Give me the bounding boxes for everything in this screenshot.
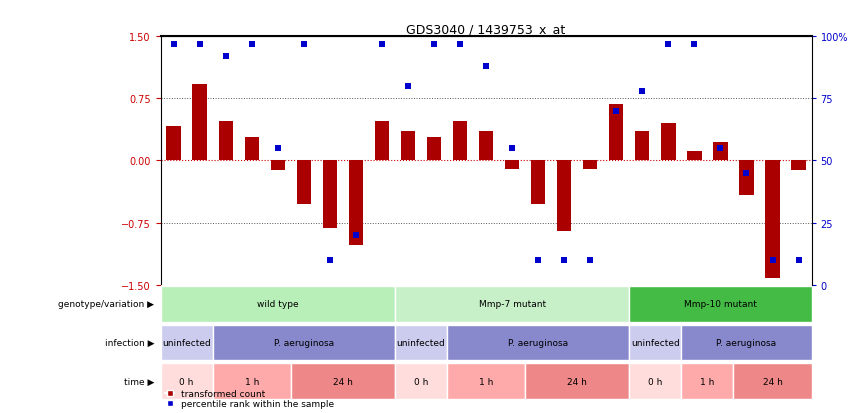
Text: 0 h: 0 h: [414, 377, 428, 386]
Text: uninfected: uninfected: [162, 338, 211, 347]
Bar: [161, 325, 213, 361]
Bar: [687, 151, 701, 161]
Bar: [733, 363, 812, 399]
Point: [740, 170, 753, 177]
Bar: [505, 161, 519, 169]
Point: [583, 257, 597, 263]
Text: genotype/variation ▶: genotype/variation ▶: [58, 300, 155, 309]
Point: [375, 41, 389, 48]
Point: [479, 64, 493, 70]
Point: [167, 41, 181, 48]
Legend: transformed count, percentile rank within the sample: transformed count, percentile rank withi…: [165, 389, 334, 408]
Bar: [453, 121, 467, 161]
Bar: [213, 325, 395, 361]
Text: 0 h: 0 h: [648, 377, 662, 386]
Text: P. aeruginosa: P. aeruginosa: [273, 338, 334, 347]
Bar: [161, 363, 213, 399]
Bar: [297, 161, 311, 204]
Text: 24 h: 24 h: [333, 377, 352, 386]
Bar: [629, 287, 812, 322]
Point: [687, 41, 701, 48]
Bar: [447, 363, 525, 399]
Text: Mmp-10 mutant: Mmp-10 mutant: [684, 300, 757, 309]
Bar: [792, 161, 806, 171]
Point: [505, 145, 519, 152]
Point: [271, 145, 285, 152]
Text: infection ▶: infection ▶: [104, 338, 155, 347]
Bar: [401, 132, 415, 161]
Text: 1 h: 1 h: [245, 377, 259, 386]
Text: P. aeruginosa: P. aeruginosa: [716, 338, 777, 347]
Bar: [557, 161, 571, 231]
Bar: [161, 287, 395, 322]
Bar: [661, 124, 675, 161]
Text: P. aeruginosa: P. aeruginosa: [508, 338, 569, 347]
Point: [609, 108, 623, 115]
Bar: [213, 363, 291, 399]
Text: wild type: wild type: [257, 300, 299, 309]
Text: 0 h: 0 h: [180, 377, 194, 386]
Point: [766, 257, 779, 263]
Text: 24 h: 24 h: [568, 377, 587, 386]
Bar: [681, 325, 812, 361]
Point: [713, 145, 727, 152]
Bar: [395, 363, 447, 399]
Bar: [245, 138, 259, 161]
Bar: [525, 363, 629, 399]
Point: [193, 41, 207, 48]
Point: [792, 257, 806, 263]
Point: [401, 83, 415, 90]
Bar: [713, 143, 727, 161]
Bar: [291, 363, 395, 399]
Bar: [681, 363, 733, 399]
Bar: [447, 325, 629, 361]
Bar: [740, 161, 753, 196]
Bar: [635, 132, 649, 161]
Point: [635, 88, 649, 95]
Bar: [427, 138, 441, 161]
Bar: [531, 161, 545, 204]
Text: Mmp-7 mutant: Mmp-7 mutant: [478, 300, 546, 309]
Bar: [629, 363, 681, 399]
Point: [557, 257, 571, 263]
Bar: [766, 161, 779, 278]
Point: [453, 41, 467, 48]
Bar: [271, 161, 285, 171]
Point: [323, 257, 337, 263]
Bar: [375, 121, 389, 161]
Point: [349, 232, 363, 239]
Bar: [219, 121, 233, 161]
Text: 1 h: 1 h: [479, 377, 493, 386]
Bar: [323, 161, 337, 229]
Bar: [609, 105, 623, 161]
Bar: [395, 287, 629, 322]
Point: [297, 41, 311, 48]
Text: uninfected: uninfected: [631, 338, 680, 347]
Bar: [167, 126, 181, 161]
Bar: [395, 325, 447, 361]
Text: uninfected: uninfected: [397, 338, 445, 347]
Bar: [629, 325, 681, 361]
Point: [531, 257, 545, 263]
Point: [661, 41, 675, 48]
Bar: [583, 161, 597, 169]
Bar: [193, 85, 207, 161]
Text: 24 h: 24 h: [763, 377, 782, 386]
Point: [427, 41, 441, 48]
Text: 1 h: 1 h: [700, 377, 714, 386]
Bar: [479, 132, 493, 161]
Text: time ▶: time ▶: [124, 377, 155, 386]
Title: GDS3040 / 1439753_x_at: GDS3040 / 1439753_x_at: [406, 23, 566, 36]
Bar: [349, 161, 363, 245]
Point: [245, 41, 259, 48]
Point: [219, 54, 233, 60]
